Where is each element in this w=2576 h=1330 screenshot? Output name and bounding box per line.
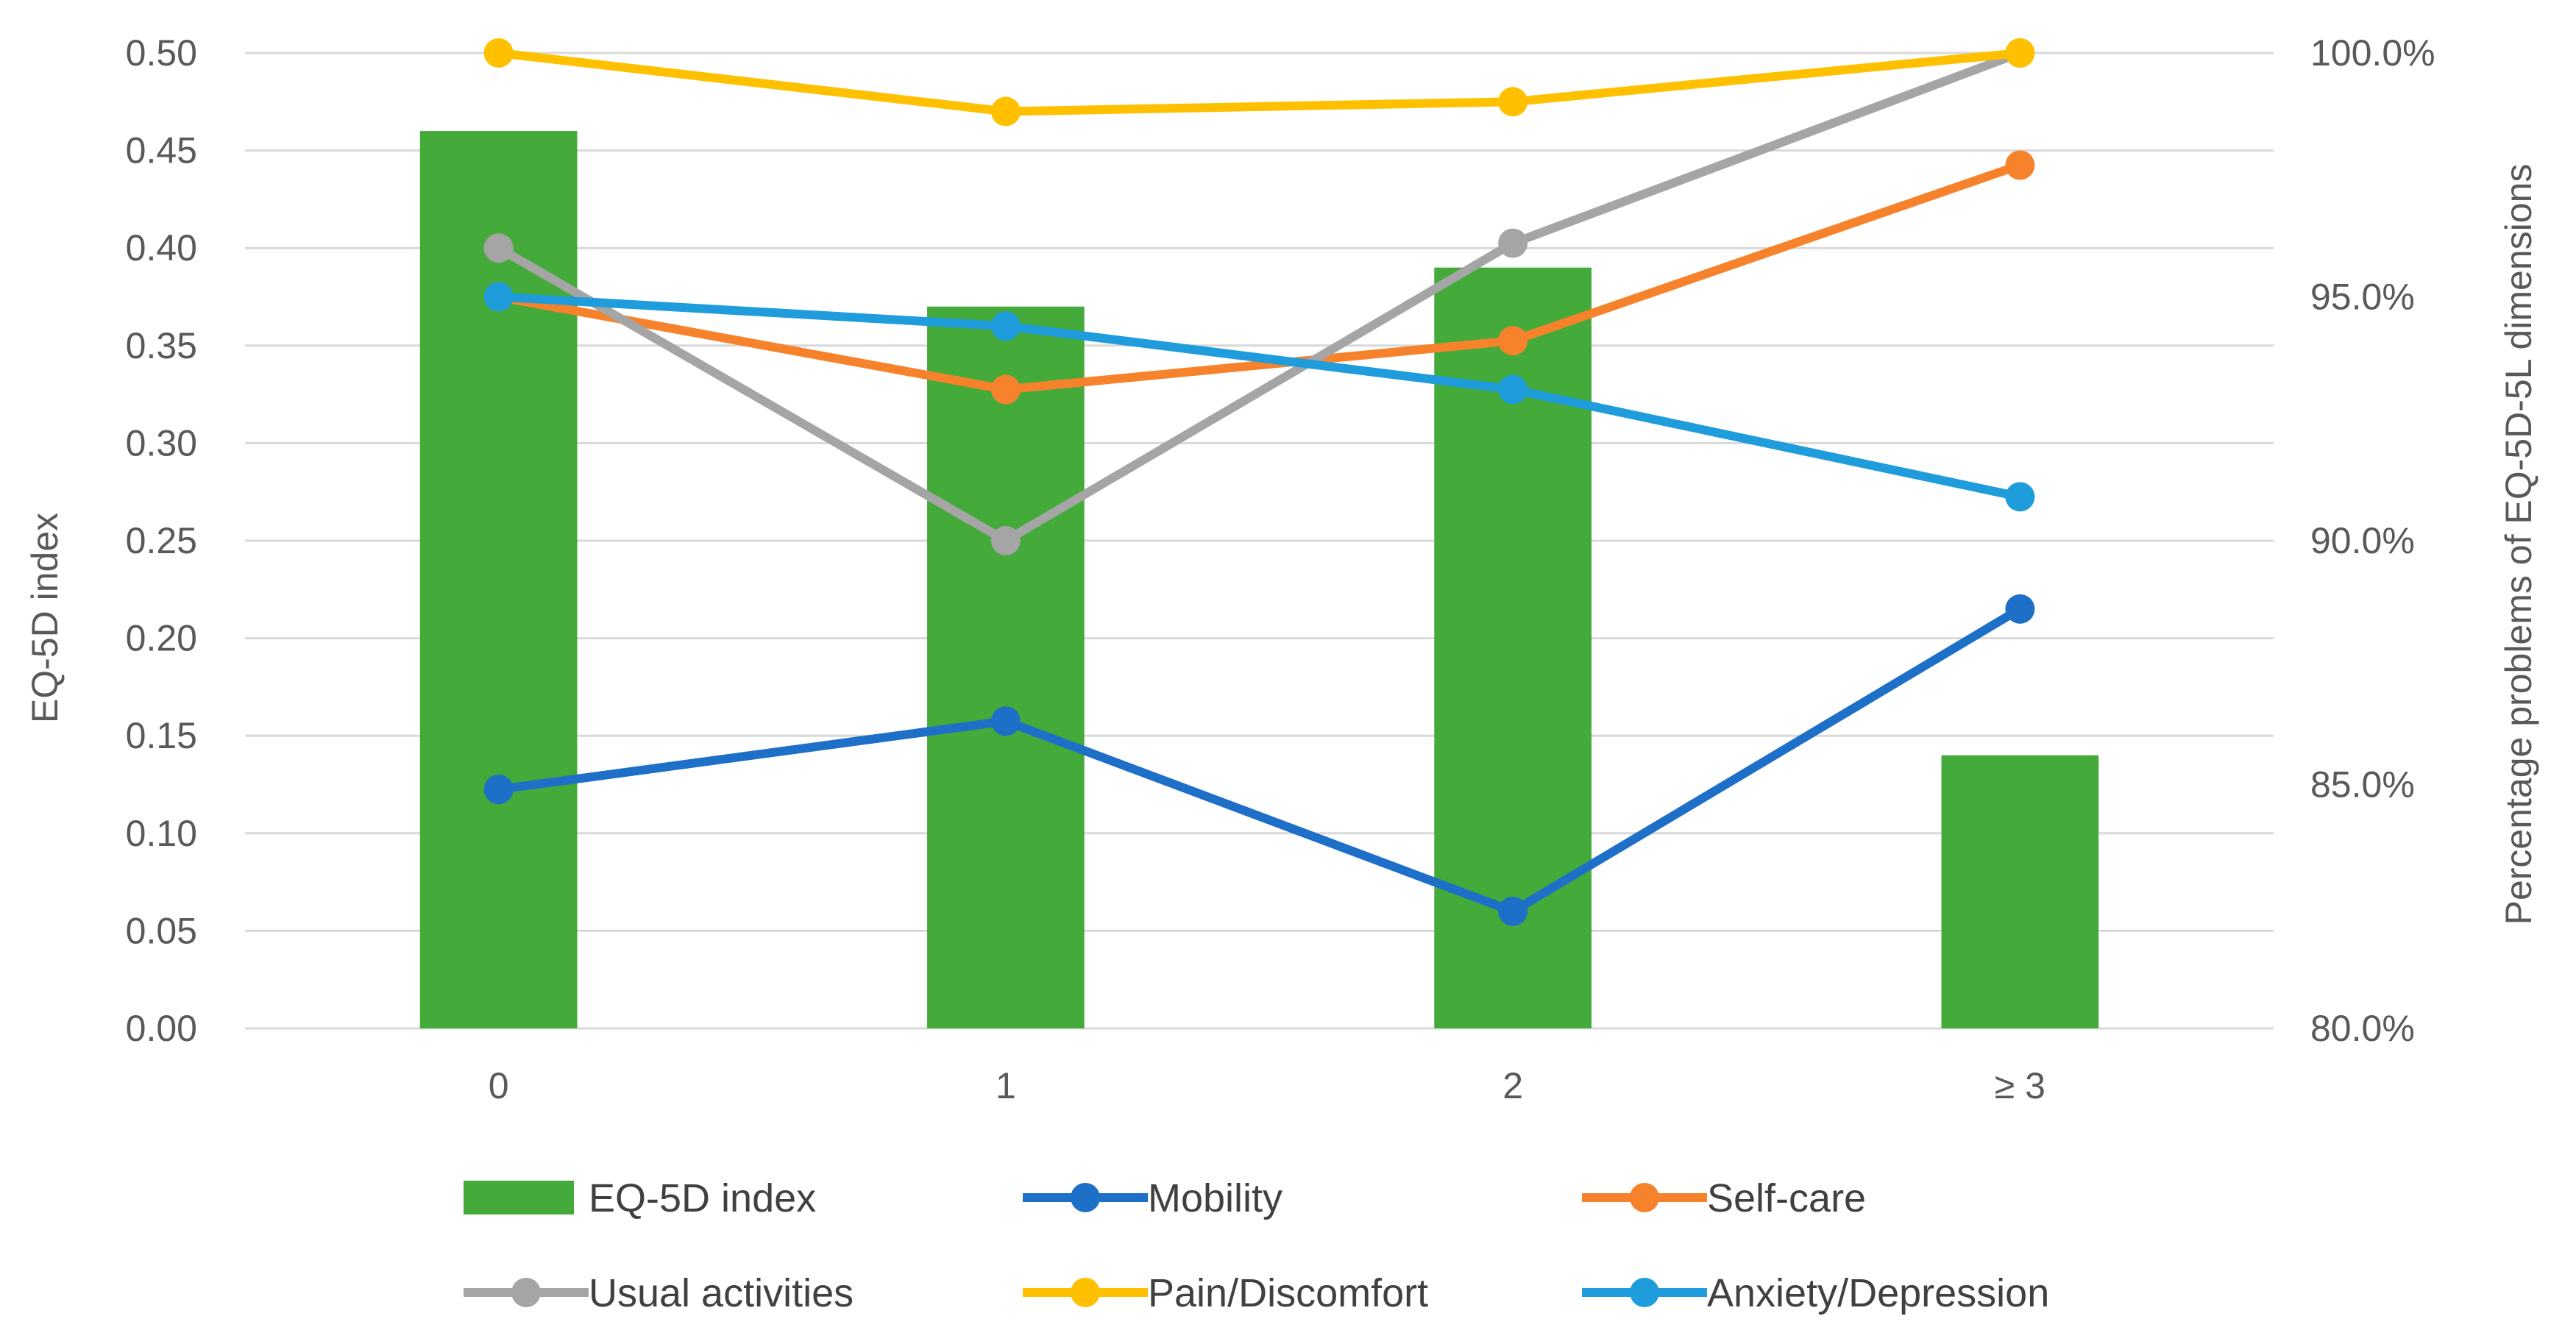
- right-tick-label: 90.0%: [2310, 520, 2415, 561]
- right-tick-label: 85.0%: [2310, 764, 2415, 806]
- right-tick-label: 100.0%: [2310, 32, 2435, 74]
- right-tick-label: 80.0%: [2310, 1008, 2415, 1049]
- point-anxiety-depression: [1498, 374, 1528, 405]
- line-series: [483, 38, 2035, 926]
- bar-eq5d-index: [1941, 755, 2099, 1028]
- right-axis-title: Percentage problems of EQ-5D-5L dimensio…: [2498, 164, 2539, 925]
- x-axis-ticks: 0 1 2 ≥ 3: [489, 1065, 2045, 1106]
- left-tick-label: 0.50: [126, 32, 197, 74]
- left-axis-ticks: 0.00 0.05 0.10 0.15 0.20 0.25 0.30 0.35 0.40 0.45…: [126, 32, 197, 1049]
- legend-label-eq-5d-index: EQ-5D index: [589, 1176, 816, 1220]
- legend-label-usual-activities: Usual activities: [589, 1271, 854, 1315]
- point-usual-activities: [483, 233, 514, 263]
- line-pain-discomfort: [494, 49, 2025, 116]
- gridlines: [245, 51, 2274, 1030]
- left-tick-label: 0.05: [126, 910, 197, 951]
- x-tick-label: 2: [1502, 1065, 1523, 1106]
- legend: EQ-5D index Mobility Self-care Usual activi…: [464, 1176, 2049, 1315]
- legend-marker-usual-activities: [511, 1278, 541, 1307]
- legend-marker-anxiety-depression: [1630, 1278, 1659, 1307]
- legend-label-pain-discomfort: Pain/Discomfort: [1148, 1271, 1428, 1315]
- left-tick-label: 0.40: [126, 227, 197, 269]
- left-tick-label: 0.35: [126, 325, 197, 366]
- left-tick-label: 0.15: [126, 715, 197, 756]
- point-usual-activities: [990, 526, 1021, 555]
- x-tick-label: ≥ 3: [1995, 1065, 2045, 1106]
- left-axis-title: EQ-5D index: [24, 513, 65, 723]
- point-mobility: [1498, 896, 1528, 926]
- point-self-care: [1498, 326, 1528, 356]
- point-anxiety-depression: [990, 311, 1021, 341]
- point-self-care: [990, 374, 1021, 405]
- point-usual-activities: [1498, 228, 1528, 258]
- point-pain-discomfort: [2005, 38, 2035, 68]
- legend-marker-pain-discomfort: [1071, 1278, 1100, 1307]
- left-tick-label: 0.30: [126, 422, 197, 463]
- x-tick-label: 0: [489, 1065, 509, 1106]
- left-tick-label: 0.00: [126, 1008, 197, 1049]
- legend-label-anxiety-depression: Anxiety/Depression: [1707, 1271, 2049, 1315]
- x-tick-label: 1: [996, 1065, 1016, 1106]
- bar-eq5d-index: [927, 306, 1085, 1028]
- right-axis-ticks: 80.0% 85.0% 90.0% 95.0% 100.0%: [2310, 32, 2435, 1049]
- point-anxiety-depression: [483, 282, 514, 312]
- line-usual-activities: [494, 49, 2025, 545]
- left-tick-label: 0.45: [126, 130, 197, 171]
- point-pain-discomfort: [1498, 87, 1528, 117]
- line-mobility: [494, 604, 2025, 916]
- legend-swatch-eq-5d-index: [464, 1181, 574, 1215]
- legend-label-self-care: Self-care: [1707, 1176, 1866, 1220]
- point-mobility: [990, 706, 1021, 736]
- left-tick-label: 0.10: [126, 813, 197, 854]
- line-self-care: [494, 160, 2025, 394]
- left-tick-label: 0.25: [126, 520, 197, 561]
- left-tick-label: 0.20: [126, 618, 197, 659]
- legend-label-mobility: Mobility: [1148, 1176, 1282, 1220]
- right-tick-label: 95.0%: [2310, 277, 2415, 318]
- line-anxiety-depression: [494, 292, 2025, 502]
- point-mobility: [483, 775, 514, 805]
- legend-marker-self-care: [1630, 1183, 1659, 1212]
- point-self-care: [2005, 150, 2035, 180]
- point-mobility: [2005, 594, 2035, 624]
- point-pain-discomfort: [483, 38, 514, 68]
- point-pain-discomfort: [990, 96, 1021, 127]
- legend-marker-mobility: [1071, 1183, 1100, 1212]
- bar-eq5d-index: [419, 131, 578, 1029]
- point-anxiety-depression: [2005, 482, 2035, 512]
- bar-series: [419, 131, 2099, 1029]
